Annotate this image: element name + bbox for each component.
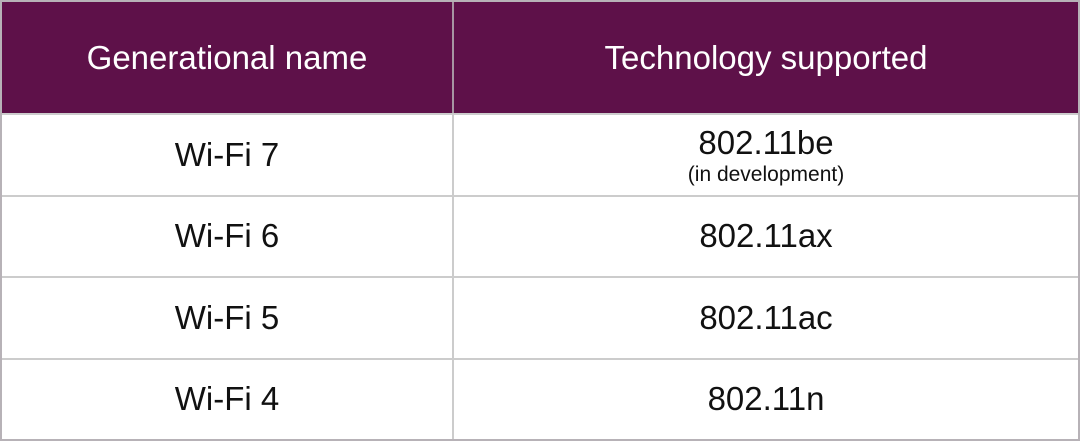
cell-technology: 802.11n [454,360,1078,440]
table-row: Wi-Fi 5 802.11ac [2,276,1078,358]
cell-generation: Wi-Fi 4 [2,359,454,439]
header-cell-generational-name: Generational name [2,2,454,113]
cell-technology: 802.11be (in development) [454,115,1078,195]
table-row: Wi-Fi 7 802.11be (in development) [2,113,1078,195]
header-cell-technology-supported: Technology supported [604,38,928,76]
cell-generation: Wi-Fi 7 [2,115,454,195]
cell-technology: 802.11ac [454,278,1078,358]
cell-generation: Wi-Fi 5 [2,278,454,358]
technology-value: 802.11ax [699,217,833,255]
cell-generation: Wi-Fi 6 [2,196,454,276]
technology-value: 802.11be [698,123,834,161]
header-row: Generational name Technology supported [2,2,1078,113]
table-row: Wi-Fi 6 802.11ax [2,194,1078,277]
technology-note: (in development) [687,162,845,186]
technology-value: 802.11n [707,380,825,418]
table-row: Wi-Fi 4 802.11n [2,357,1078,440]
technology-value: 802.11ac [699,298,833,336]
cell-technology: 802.11ax [454,197,1078,277]
